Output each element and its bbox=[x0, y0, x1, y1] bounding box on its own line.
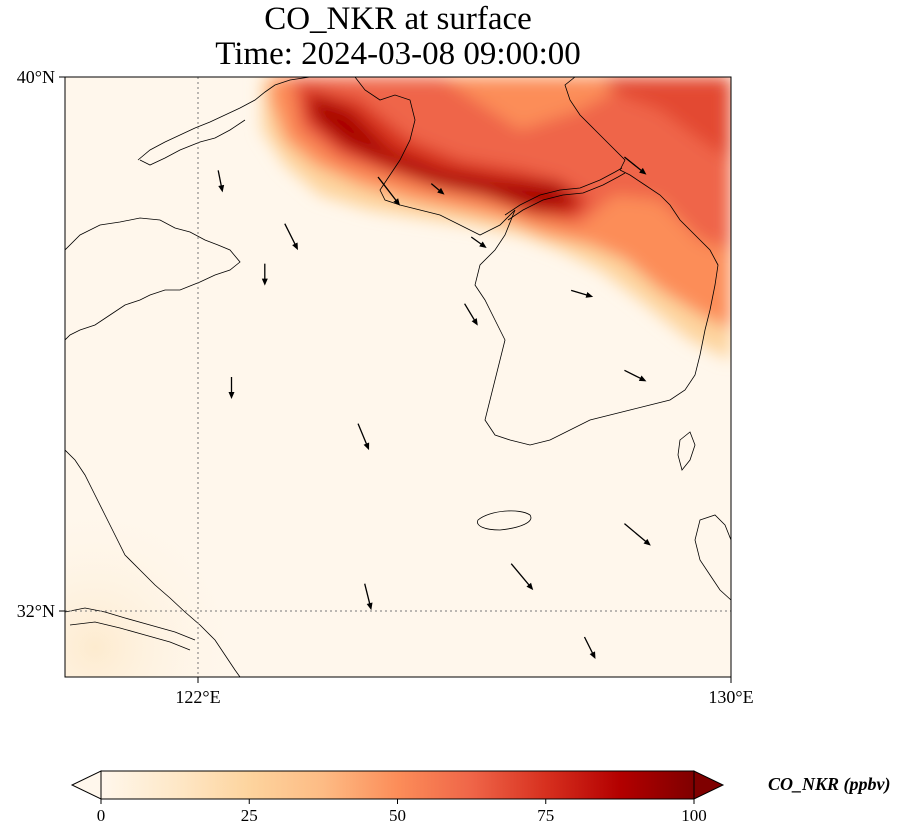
lat-tick-label-32: 32°N bbox=[17, 601, 55, 621]
coastline-yangtze bbox=[65, 607, 196, 651]
axis-ticks bbox=[59, 76, 732, 683]
wind-arrow-head bbox=[479, 241, 487, 248]
wind-arrow-head bbox=[228, 392, 235, 399]
wind-arrow-head bbox=[363, 442, 370, 451]
wind-arrow bbox=[228, 377, 235, 399]
wind-arrow bbox=[364, 583, 373, 611]
map-warm-haze bbox=[65, 380, 365, 677]
wind-arrow-head bbox=[218, 184, 225, 193]
map-panel bbox=[65, 77, 731, 677]
colorbar-title: CO_NKR (ppbv) bbox=[768, 774, 891, 795]
wind-arrow bbox=[624, 156, 647, 175]
wind-arrow-head bbox=[366, 602, 373, 611]
lat-tick-label-40: 40°N bbox=[17, 67, 55, 87]
coastline-china-east bbox=[65, 449, 241, 677]
co-plume-northeast bbox=[600, 77, 731, 160]
lon-tick-label-130: 130°E bbox=[708, 687, 753, 707]
wind-arrow bbox=[357, 423, 370, 451]
coastlines bbox=[65, 77, 731, 677]
wind-arrow-shaft bbox=[364, 583, 371, 606]
border-nk-sk-double bbox=[507, 172, 626, 221]
wind-arrow-shaft bbox=[217, 170, 223, 188]
colorbar-tick-label: 0 bbox=[97, 806, 106, 825]
coastline-liaodong bbox=[137, 77, 311, 161]
colorbar-extend-min bbox=[70, 770, 102, 800]
wind-arrow-shaft bbox=[570, 289, 589, 297]
wind-arrow-shaft bbox=[464, 303, 476, 322]
coastline-kyushu bbox=[694, 514, 731, 601]
wind-arrow-shaft bbox=[624, 156, 643, 172]
wind-arrow-shaft bbox=[510, 563, 531, 587]
wind-arrow-head bbox=[526, 582, 534, 591]
title-time: Time: 2024-03-08 09:00:00 bbox=[215, 36, 581, 72]
wind-arrow bbox=[464, 303, 478, 326]
wind-arrow-head bbox=[292, 242, 298, 251]
colorbar-ticks: 0 25 50 75 100 bbox=[97, 799, 707, 825]
coastline-china-north bbox=[65, 217, 241, 341]
wind-arrow-shaft bbox=[430, 183, 442, 192]
co-plume-inner bbox=[290, 77, 731, 250]
wind-arrow bbox=[624, 523, 651, 546]
colorbar-extend-max bbox=[693, 770, 725, 800]
wind-arrow-head bbox=[393, 198, 401, 206]
wind-arrow bbox=[570, 289, 594, 298]
wind-arrow-shaft bbox=[357, 423, 368, 446]
colorbar-gradient bbox=[100, 770, 695, 800]
wind-arrow bbox=[470, 236, 487, 248]
wind-arrow-head bbox=[585, 292, 594, 298]
colorbar-tick-label: 75 bbox=[537, 806, 554, 825]
wind-arrow-shaft bbox=[583, 636, 594, 655]
wind-arrow bbox=[583, 636, 596, 659]
wind-arrow bbox=[377, 176, 401, 206]
title-variable: CO_NKR at surface bbox=[264, 1, 532, 37]
wind-arrow-shaft bbox=[284, 223, 297, 246]
coastline-korea-peninsula bbox=[474, 169, 719, 446]
coastline-japan-tsushima bbox=[677, 431, 696, 471]
wind-arrow bbox=[624, 369, 647, 382]
wind-arrow-head bbox=[639, 167, 647, 175]
graticule bbox=[65, 77, 731, 677]
plot-title: CO_NKR at surface Time: 2024-03-08 09:00… bbox=[0, 2, 796, 72]
coastline-bohai-north bbox=[139, 119, 246, 166]
wind-arrow-head bbox=[589, 651, 596, 659]
lon-tick-label-122: 122°E bbox=[175, 687, 220, 707]
colorbar-tick-label: 50 bbox=[389, 806, 406, 825]
wind-arrow-shaft bbox=[377, 176, 398, 203]
coastline-korea-west bbox=[354, 77, 516, 236]
map-frame bbox=[64, 76, 732, 678]
wind-arrow bbox=[284, 223, 298, 251]
co-concentration-field bbox=[262, 77, 731, 360]
co-plume-peak bbox=[310, 95, 580, 210]
wind-arrow-head bbox=[638, 375, 647, 382]
wind-arrow-head bbox=[643, 538, 651, 546]
wind-arrow-head bbox=[261, 278, 268, 286]
wind-vectors bbox=[217, 156, 651, 659]
wind-arrow-shaft bbox=[624, 523, 648, 543]
wind-arrow-head bbox=[471, 318, 478, 326]
colorbar-tick-label: 100 bbox=[681, 806, 707, 825]
wind-arrow bbox=[510, 563, 534, 591]
wind-arrow bbox=[217, 170, 225, 193]
coastline-jeju bbox=[477, 510, 532, 531]
wind-arrow-head bbox=[437, 187, 445, 195]
wind-arrow bbox=[261, 263, 268, 286]
wind-arrow-shaft bbox=[624, 369, 643, 380]
border-nk-sk bbox=[504, 167, 623, 216]
colorbar-tick-label: 25 bbox=[241, 806, 258, 825]
wind-arrow-shaft bbox=[470, 236, 483, 246]
coastline-korea-northeast bbox=[564, 77, 626, 171]
wind-arrow bbox=[430, 183, 445, 195]
